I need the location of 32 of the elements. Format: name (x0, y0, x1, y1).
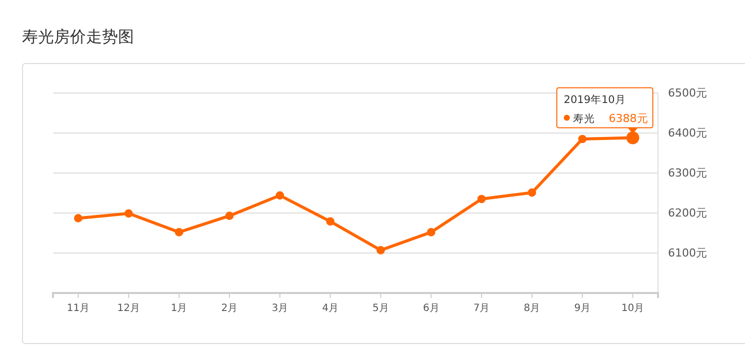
y-tick-label: 6100元 (668, 246, 707, 260)
point (326, 217, 334, 226)
point (426, 228, 436, 236)
x-tick-label: 1月 (170, 303, 188, 314)
x-tick-label: 3月 (272, 303, 288, 314)
legend-label: 寿光 (572, 112, 595, 125)
x-tick-label: 12月 (117, 303, 140, 314)
x-tick-label: 4月 (322, 303, 338, 314)
x-tick-label: 10月 (621, 303, 644, 314)
y-tick-label: 6300元 (668, 166, 707, 180)
x-tick-label: 2月 (221, 303, 238, 314)
point (578, 134, 587, 144)
point (174, 228, 184, 236)
x-tick-label: 5月 (372, 303, 389, 314)
point (74, 214, 82, 222)
y-tick-label: 6500元 (668, 86, 707, 100)
x-tick-label: 6月 (422, 303, 440, 314)
x-tick-label: 9月 (574, 303, 591, 314)
chart-title: 寿光房价走势图 (22, 27, 134, 46)
y-tick-label: 6400元 (668, 126, 707, 140)
point (225, 212, 234, 220)
point (376, 246, 385, 254)
y-tick-label: 6200元 (668, 206, 707, 220)
point (276, 191, 284, 200)
data-label: 6388元 (608, 112, 648, 125)
point (124, 209, 133, 218)
x-tick-label: 11月 (66, 303, 90, 314)
annotation: 2019年10月 (564, 94, 626, 106)
point (477, 194, 486, 204)
x-tick-label: 7月 (473, 303, 490, 314)
point (528, 188, 536, 197)
x-tick-label: 8月 (524, 303, 540, 314)
